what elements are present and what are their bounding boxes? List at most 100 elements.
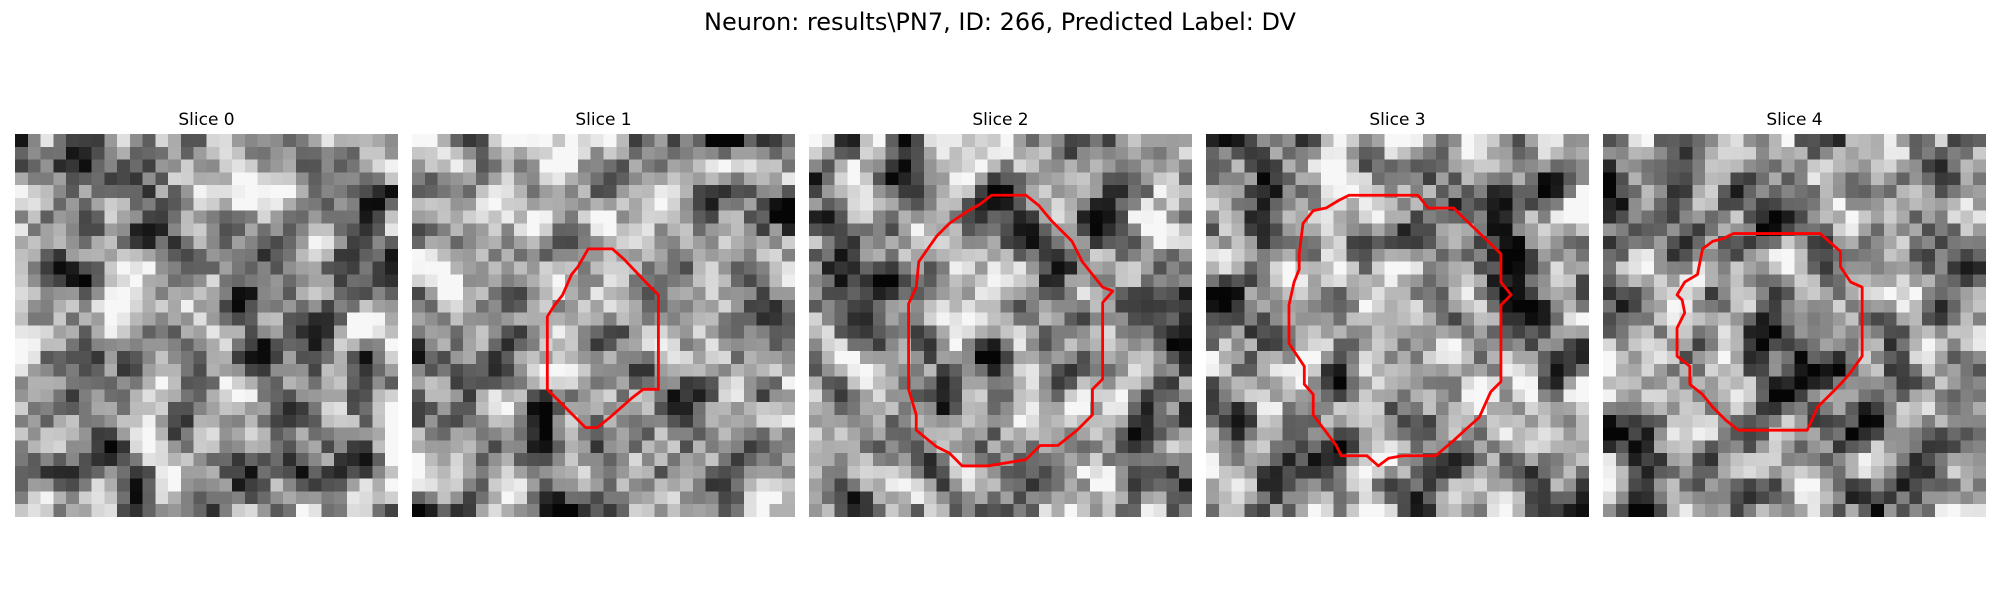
image-pixel <box>1768 146 1782 160</box>
image-pixel <box>1603 325 1617 339</box>
image-pixel <box>1244 376 1258 390</box>
image-pixel <box>1410 197 1424 211</box>
image-pixel <box>872 351 886 365</box>
image-pixel <box>1576 299 1589 313</box>
image-pixel <box>1947 376 1961 390</box>
image-pixel <box>1435 134 1449 148</box>
image-pixel <box>1628 491 1642 505</box>
image-pixel <box>629 287 643 301</box>
image-pixel <box>1820 389 1834 403</box>
image-pixel <box>1257 261 1271 275</box>
image-pixel <box>756 299 770 313</box>
image-pixel <box>1231 453 1245 467</box>
image-pixel <box>1179 159 1192 173</box>
image-pixel <box>539 504 553 517</box>
image-pixel <box>1102 402 1116 416</box>
image-pixel <box>78 236 92 250</box>
image-pixel <box>117 376 131 390</box>
image-pixel <box>501 172 515 186</box>
image-pixel <box>53 248 67 262</box>
image-pixel <box>1128 376 1142 390</box>
image-pixel <box>1781 159 1795 173</box>
image-pixel <box>437 478 451 492</box>
image-pixel <box>667 402 681 416</box>
image-pixel <box>412 146 426 160</box>
image-pixel <box>539 402 553 416</box>
image-pixel <box>1525 299 1539 313</box>
image-pixel <box>193 287 207 301</box>
image-pixel <box>463 338 477 352</box>
image-pixel <box>1692 236 1706 250</box>
image-pixel <box>1615 351 1629 365</box>
image-pixel <box>809 312 823 326</box>
image-pixel <box>987 299 1001 313</box>
image-pixel <box>91 134 105 148</box>
image-pixel <box>1206 261 1220 275</box>
image-pixel <box>654 427 668 441</box>
image-pixel <box>1320 172 1334 186</box>
image-pixel <box>1435 172 1449 186</box>
image-pixel <box>769 197 783 211</box>
image-pixel <box>142 491 156 505</box>
image-pixel <box>475 159 489 173</box>
image-pixel <box>1820 338 1834 352</box>
image-pixel <box>1692 185 1706 199</box>
image-pixel <box>1512 287 1526 301</box>
image-pixel <box>1461 134 1475 148</box>
image-pixel <box>359 351 373 365</box>
image-pixel <box>372 299 386 313</box>
image-pixel <box>1692 504 1706 517</box>
image-pixel <box>53 159 67 173</box>
image-pixel <box>27 146 41 160</box>
image-pixel <box>1654 465 1668 479</box>
image-pixel <box>1051 312 1065 326</box>
image-pixel <box>885 453 899 467</box>
image-pixel <box>295 440 309 454</box>
image-pixel <box>1960 261 1974 275</box>
image-pixel <box>1218 478 1232 492</box>
image-pixel <box>1346 134 1360 148</box>
image-pixel <box>834 159 848 173</box>
image-pixel <box>15 248 29 262</box>
image-pixel <box>1206 351 1220 365</box>
image-pixel <box>1346 427 1360 441</box>
image-pixel <box>1641 185 1655 199</box>
image-pixel <box>974 402 988 416</box>
image-pixel <box>1603 376 1617 390</box>
image-pixel <box>1051 478 1065 492</box>
image-pixel <box>1346 478 1360 492</box>
image-pixel <box>1128 223 1142 237</box>
image-pixel <box>705 236 719 250</box>
image-pixel <box>936 427 950 441</box>
image-pixel <box>53 299 67 313</box>
image-pixel <box>1934 210 1948 224</box>
image-pixel <box>412 172 426 186</box>
image-pixel <box>1333 440 1347 454</box>
image-pixel <box>1026 134 1040 148</box>
image-pixel <box>1909 504 1923 517</box>
image-pixel <box>334 402 348 416</box>
image-pixel <box>180 427 194 441</box>
image-pixel <box>1231 248 1245 262</box>
image-pixel <box>283 453 297 467</box>
image-pixel <box>206 159 220 173</box>
image-pixel <box>1730 261 1744 275</box>
image-pixel <box>1282 185 1296 199</box>
image-pixel <box>1448 185 1462 199</box>
image-pixel <box>1038 223 1052 237</box>
image-pixel <box>821 478 835 492</box>
image-pixel <box>667 287 681 301</box>
image-pixel <box>15 223 29 237</box>
image-pixel <box>283 389 297 403</box>
image-pixel <box>949 427 963 441</box>
image-pixel <box>1346 363 1360 377</box>
image-pixel <box>949 287 963 301</box>
image-pixel <box>1705 248 1719 262</box>
image-pixel <box>1231 185 1245 199</box>
image-pixel <box>1448 134 1462 148</box>
image-pixel <box>1064 504 1078 517</box>
image-pixel <box>270 325 284 339</box>
image-pixel <box>1089 159 1103 173</box>
image-pixel <box>1603 478 1617 492</box>
image-pixel <box>1743 351 1757 365</box>
